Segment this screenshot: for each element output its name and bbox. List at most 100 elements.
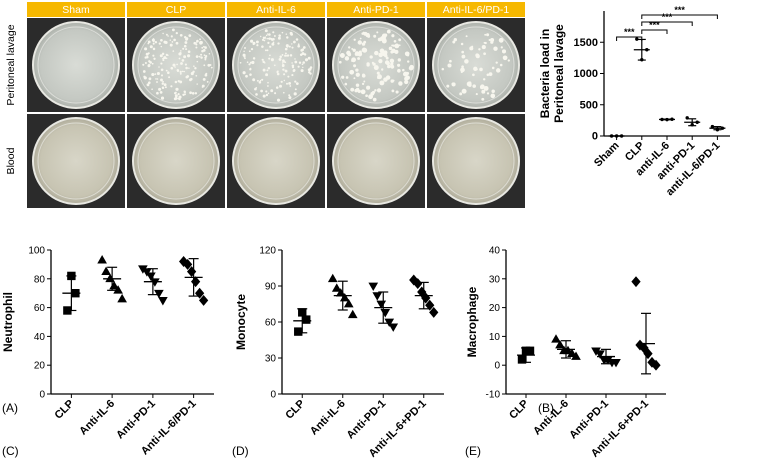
colony-4-26 <box>483 52 486 56</box>
colony-4-23 <box>498 37 504 43</box>
c-point-3-5 <box>199 294 209 306</box>
colony-4-21 <box>486 73 490 77</box>
colony-3-62 <box>376 31 379 34</box>
colony-2-42 <box>267 41 270 45</box>
colony-2-115 <box>307 56 311 60</box>
colony-1-163 <box>156 81 158 83</box>
colony-3-108 <box>361 82 365 86</box>
colony-2-29 <box>294 88 297 91</box>
colony-3-21 <box>381 68 384 71</box>
c-point-1-5 <box>117 293 127 303</box>
colony-1-109 <box>196 83 198 85</box>
colony-3-14 <box>360 89 366 95</box>
c-y-tick-label-1: 20 <box>34 361 46 372</box>
colony-1-177 <box>183 90 186 93</box>
colony-4-30 <box>441 67 445 71</box>
c-point-2-2 <box>146 272 156 281</box>
colony-1-135 <box>204 56 207 60</box>
colony-1-149 <box>164 86 167 89</box>
colony-1-33 <box>201 46 204 49</box>
colony-1-71 <box>183 70 185 73</box>
petri-dish-0-2 <box>232 21 320 109</box>
colony-2-87 <box>270 58 274 62</box>
b-significance-bracket-1 <box>641 29 668 34</box>
colony-1-60 <box>160 68 164 72</box>
d-point-1-3 <box>339 292 350 302</box>
colony-3-31 <box>388 46 393 51</box>
colony-3-20 <box>369 55 373 59</box>
colony-2-22 <box>248 63 251 66</box>
b-point-0-1 <box>614 134 619 138</box>
colony-1-166 <box>200 53 203 56</box>
colony-1-168 <box>162 57 164 60</box>
d-point-3-4 <box>425 299 435 311</box>
colony-4-2 <box>465 35 468 38</box>
colony-2-79 <box>249 73 252 76</box>
colony-1-145 <box>210 66 213 69</box>
colony-4-34 <box>460 42 464 46</box>
colony-2-64 <box>276 98 281 102</box>
colony-1-108 <box>203 54 206 57</box>
colony-3-116 <box>404 51 410 57</box>
colony-3-90 <box>366 85 371 90</box>
colony-1-99 <box>143 75 146 79</box>
colony-3-80 <box>354 88 358 93</box>
colony-1-68 <box>180 62 183 65</box>
colony-2-65 <box>268 37 272 40</box>
colony-2-54 <box>273 64 276 67</box>
colony-1-139 <box>181 70 184 73</box>
colony-1-123 <box>203 45 205 48</box>
panel-label-b: (B) <box>538 401 554 415</box>
colony-3-23 <box>376 71 380 75</box>
colony-2-39 <box>293 92 297 96</box>
c-point-1-4 <box>113 285 123 294</box>
plate-header-4 <box>427 2 525 17</box>
colony-4-55 <box>459 92 463 96</box>
d-point-2-0 <box>368 282 379 292</box>
d-point-2-4 <box>384 318 395 328</box>
colony-3-66 <box>392 44 395 47</box>
petri-dish-rim-1-0 <box>37 122 115 200</box>
colony-3-65 <box>371 61 375 65</box>
colony-1-144 <box>146 83 150 87</box>
b-point-3-1 <box>690 123 694 127</box>
colony-2-120 <box>271 42 275 46</box>
colony-2-5 <box>244 57 246 60</box>
colony-2-52 <box>297 44 301 48</box>
colony-3-124 <box>397 58 401 62</box>
c-y-tick-label-2: 40 <box>34 332 46 343</box>
colony-1-50 <box>174 94 178 98</box>
colony-1-28 <box>195 74 198 77</box>
colony-1-153 <box>204 58 207 61</box>
b-significance-label-3: *** <box>674 5 685 15</box>
plate-header-label-0: Sham <box>62 4 90 16</box>
colony-4-46 <box>466 81 472 87</box>
petri-dish-1-2 <box>232 117 320 205</box>
colony-2-100 <box>291 43 293 45</box>
colony-4-12 <box>491 89 495 94</box>
colony-2-24 <box>242 71 246 75</box>
c-point-3-3 <box>191 276 201 288</box>
colony-2-149 <box>301 52 305 56</box>
colony-1-54 <box>171 41 174 43</box>
colony-3-87 <box>391 44 394 47</box>
colony-4-19 <box>481 89 486 94</box>
c-y-tick-label-3: 60 <box>34 303 46 314</box>
colony-2-75 <box>266 69 269 72</box>
c-x-tick-label-2: Anti-PD-1 <box>114 398 158 442</box>
c-point-3-4 <box>195 287 205 299</box>
colony-2-28 <box>266 49 269 52</box>
colony-1-120 <box>178 52 182 56</box>
colony-3-97 <box>384 33 388 37</box>
colony-4-32 <box>495 61 498 64</box>
colony-3-104 <box>390 64 395 69</box>
colony-2-152 <box>271 38 274 41</box>
d-x-tick-label-0: CLP <box>283 398 307 422</box>
colony-3-49 <box>345 76 349 79</box>
colony-2-17 <box>267 66 271 70</box>
c-point-2-4 <box>154 289 164 299</box>
b-point-2-0 <box>660 117 664 122</box>
colony-3-112 <box>404 79 409 85</box>
colony-2-124 <box>261 38 265 41</box>
